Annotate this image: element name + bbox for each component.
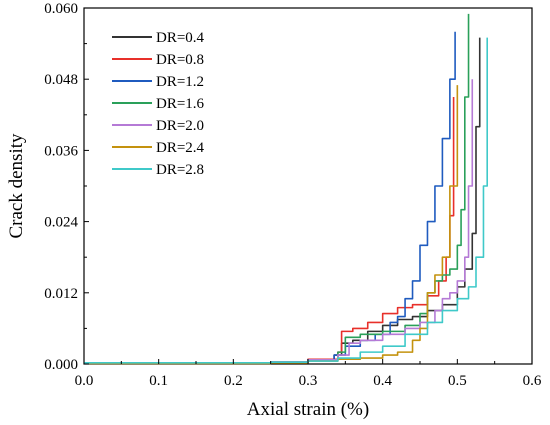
y-axis: 0.000 0.012 0.024 0.036 0.048 0.060 <box>44 1 89 373</box>
series-line-2 <box>84 31 456 364</box>
legend-label: DR=2.0 <box>156 118 204 134</box>
legend: DR=0.4 DR=0.8 DR=1.2 DR=1.6 DR=2.0 DR=2.4 DR=2… <box>112 30 205 178</box>
x-tick-label: 0.4 <box>373 373 392 389</box>
x-tick-label: 0.6 <box>523 373 542 389</box>
series-line-3 <box>84 13 470 364</box>
x-tick-label: 0.5 <box>448 373 467 389</box>
legend-label: DR=1.6 <box>156 96 205 112</box>
x-tick-label: 0.0 <box>75 373 94 389</box>
y-tick-label: 0.012 <box>44 286 78 302</box>
y-tick-label: 0.024 <box>44 215 78 231</box>
series-line-6 <box>84 37 488 364</box>
legend-label: DR=2.4 <box>156 140 205 156</box>
series-layer <box>84 13 488 365</box>
x-tick-label: 0.3 <box>299 373 318 389</box>
legend-label: DR=0.8 <box>156 52 204 68</box>
y-tick-label: 0.060 <box>44 1 78 17</box>
series-line-5 <box>84 85 459 365</box>
y-axis-label: Crack density <box>6 133 27 239</box>
legend-label: DR=0.4 <box>156 30 205 46</box>
x-tick-label: 0.2 <box>224 373 243 389</box>
legend-label: DR=2.8 <box>156 162 204 178</box>
legend-label: DR=1.2 <box>156 74 204 90</box>
x-axis-label: Axial strain (%) <box>247 399 369 420</box>
y-tick-label: 0.048 <box>44 72 78 88</box>
x-tick-label: 0.1 <box>149 373 168 389</box>
y-tick-label: 0.000 <box>44 357 78 373</box>
y-tick-label: 0.036 <box>44 143 78 159</box>
series-line-4 <box>84 79 474 364</box>
x-axis: 0.0 0.1 0.2 0.3 0.4 0.5 0.6 <box>75 359 542 389</box>
